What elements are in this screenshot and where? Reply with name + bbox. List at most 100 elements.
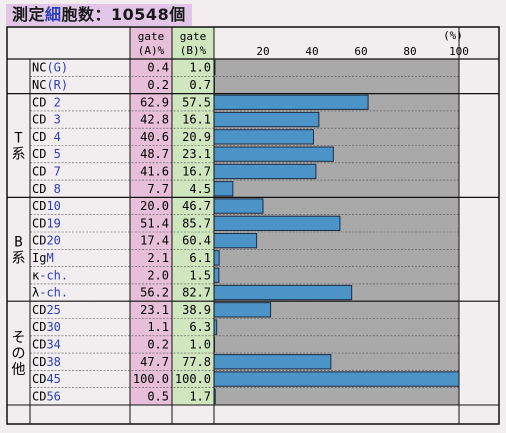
gate-b-value: 23.1 <box>182 147 211 161</box>
marker-suffix: M <box>46 251 53 265</box>
gate-b-value: 57.5 <box>182 95 211 109</box>
bar <box>213 94 369 110</box>
marker-name: λ <box>32 286 39 300</box>
group-label: そ <box>12 330 26 346</box>
gate-b-value: 6.3 <box>189 320 211 334</box>
marker-name: CD <box>32 182 46 196</box>
bar <box>213 146 334 162</box>
gate-a-value: 1.1 <box>147 320 169 334</box>
marker-name: CD <box>32 199 46 213</box>
bar <box>213 215 341 231</box>
bar <box>213 302 272 318</box>
x-tick-label: 20 <box>256 45 269 58</box>
gate-a-value: 100.0 <box>133 372 169 386</box>
gate-a-value: 47.7 <box>140 355 169 369</box>
marker-label: κ-ch. <box>32 268 68 282</box>
marker-suffix: 5 <box>46 147 60 161</box>
marker-suffix: 34 <box>46 337 60 351</box>
marker-name: CD <box>32 372 46 386</box>
gate-b-value: 38.9 <box>182 303 211 317</box>
marker-label: CD56 <box>32 389 61 403</box>
header-gate-b: gate <box>180 30 207 43</box>
gate-b-value: 46.7 <box>182 199 211 213</box>
gate-b-value: 0.7 <box>189 78 211 92</box>
bar <box>213 371 460 387</box>
marker-name: NC <box>32 61 46 75</box>
marker-label: CD 4 <box>32 130 61 144</box>
group-label: 系 <box>12 147 26 163</box>
gate-b-value: 77.8 <box>182 355 211 369</box>
gate-a-value: 0.2 <box>147 78 169 92</box>
gate-b-value: 1.5 <box>189 268 211 282</box>
gate-a-value: 42.8 <box>140 113 169 127</box>
marker-name: CD <box>32 337 46 351</box>
marker-label: CD 7 <box>32 164 61 178</box>
x-tick-label: 60 <box>354 45 367 58</box>
bar <box>213 284 353 301</box>
gate-a-value: 17.4 <box>140 234 169 248</box>
marker-label: CD20 <box>32 234 61 248</box>
marker-suffix: 8 <box>46 182 60 196</box>
marker-label: CD 2 <box>32 95 61 109</box>
header-gate-b-unit: (B)% <box>180 44 207 57</box>
bar <box>213 163 317 180</box>
gate-a-column-bg <box>130 27 172 405</box>
gate-b-value: 85.7 <box>182 216 211 230</box>
marker-name: CD <box>32 113 46 127</box>
group-label: B <box>14 234 22 250</box>
gate-b-value: 1.0 <box>189 61 211 75</box>
marker-label: IgM <box>32 251 54 265</box>
gate-b-value: 16.1 <box>182 113 211 127</box>
marker-suffix: (R) <box>46 78 68 92</box>
marker-label: CD 5 <box>32 147 61 161</box>
marker-suffix: 56 <box>46 389 60 403</box>
marker-name: NC <box>32 78 46 92</box>
marker-label: CD 8 <box>32 182 61 196</box>
x-tick-label: 80 <box>403 45 416 58</box>
marker-name: CD <box>32 95 46 109</box>
gate-b-value: 100.0 <box>175 372 211 386</box>
marker-name: CD <box>32 320 46 334</box>
title-prefix: 測定 <box>12 5 46 24</box>
gate-a-value: 48.7 <box>140 147 169 161</box>
marker-suffix: 3 <box>46 113 60 127</box>
marker-name: CD <box>32 147 46 161</box>
bar <box>213 129 314 145</box>
group-label: 系 <box>12 250 26 266</box>
gate-a-value: 56.2 <box>140 286 169 300</box>
gate-b-value: 60.4 <box>182 234 211 248</box>
gate-b-value: 4.5 <box>189 182 211 196</box>
marker-label: CD25 <box>32 303 61 317</box>
group-label: 他 <box>12 362 26 378</box>
marker-suffix: 45 <box>46 372 60 386</box>
bar <box>213 233 258 249</box>
marker-suffix: (G) <box>46 61 68 75</box>
gate-a-value: 62.9 <box>140 95 169 109</box>
marker-name: CD <box>32 355 46 369</box>
marker-suffix: 20 <box>46 234 60 248</box>
header-gate-a: gate <box>138 30 165 43</box>
gate-b-value: 82.7 <box>182 286 211 300</box>
marker-name: CD <box>32 164 46 178</box>
gate-a-value: 7.7 <box>147 182 169 196</box>
marker-suffix: 30 <box>46 320 60 334</box>
marker-name: CD <box>32 216 46 230</box>
chart-title: 測定細胞数：10548個 <box>6 4 192 26</box>
bar <box>213 181 234 197</box>
x-tick-label: 40 <box>305 45 318 58</box>
marker-label: NC(G) <box>32 61 68 75</box>
marker-label: NC(R) <box>32 78 68 92</box>
marker-name: Ig <box>32 251 46 265</box>
title-suffix: 胞数：10548個 <box>61 5 186 24</box>
marker-name: CD <box>32 389 46 403</box>
marker-label: CD38 <box>32 355 61 369</box>
bar <box>213 267 220 283</box>
title-accent: 細 <box>45 5 62 24</box>
gate-b-value: 16.7 <box>182 164 211 178</box>
gate-a-value: 40.6 <box>140 130 169 144</box>
group-label: T <box>14 131 23 147</box>
bar <box>213 250 220 266</box>
header-gate-a-unit: (A)% <box>138 44 165 57</box>
marker-suffix: -ch. <box>39 268 68 282</box>
